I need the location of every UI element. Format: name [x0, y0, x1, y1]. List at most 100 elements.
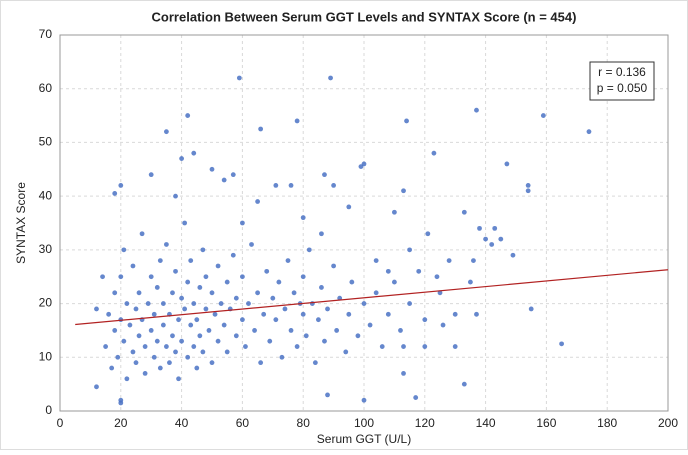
- x-tick-label: 20: [114, 416, 128, 430]
- point: [200, 349, 206, 355]
- point: [255, 199, 260, 204]
- point: [431, 150, 437, 156]
- annotation: r = 0.136: [598, 65, 646, 79]
- point: [188, 258, 194, 263]
- point: [331, 183, 336, 188]
- point: [489, 242, 495, 247]
- point: [416, 268, 422, 274]
- point: [434, 274, 440, 280]
- point: [401, 188, 406, 194]
- point: [331, 263, 336, 269]
- point: [282, 306, 288, 312]
- point: [525, 183, 531, 188]
- point: [121, 247, 127, 253]
- point: [164, 129, 169, 135]
- point: [468, 279, 473, 285]
- x-axis-label: Serum GGT (U/L): [317, 432, 411, 446]
- point: [230, 252, 236, 258]
- point: [173, 193, 178, 199]
- point: [197, 285, 203, 290]
- point: [188, 322, 194, 328]
- point: [346, 204, 352, 210]
- x-tick-label: 80: [297, 416, 311, 430]
- point: [385, 311, 391, 317]
- point: [492, 225, 498, 231]
- point: [200, 247, 206, 253]
- point: [157, 258, 163, 263]
- point: [276, 279, 282, 285]
- point: [306, 247, 312, 253]
- point: [209, 290, 215, 296]
- x-tick-label: 0: [57, 416, 64, 430]
- point: [191, 344, 197, 349]
- point: [179, 156, 185, 161]
- point: [148, 172, 154, 178]
- point: [385, 268, 391, 274]
- point: [160, 322, 166, 328]
- point: [236, 75, 242, 81]
- point: [452, 344, 458, 349]
- point: [127, 322, 133, 328]
- point: [361, 301, 367, 306]
- point: [145, 301, 151, 306]
- y-tick-label: 20: [39, 296, 53, 310]
- point: [474, 107, 479, 113]
- point: [404, 118, 409, 124]
- point: [218, 301, 224, 306]
- point: [249, 242, 254, 247]
- point: [115, 354, 121, 360]
- point: [325, 306, 330, 312]
- point: [346, 311, 352, 317]
- point: [559, 341, 564, 347]
- point: [401, 344, 406, 349]
- point: [103, 344, 108, 349]
- point: [261, 311, 267, 317]
- point: [176, 376, 181, 382]
- point: [133, 360, 139, 366]
- point: [422, 344, 428, 349]
- y-tick-label: 50: [39, 135, 53, 149]
- point: [191, 301, 197, 306]
- y-tick-label: 30: [39, 242, 53, 256]
- point: [185, 279, 191, 285]
- point: [452, 311, 458, 317]
- point: [252, 328, 257, 333]
- point: [221, 177, 227, 183]
- point: [94, 384, 99, 390]
- point: [328, 75, 333, 81]
- point: [461, 381, 467, 387]
- point: [300, 311, 306, 317]
- x-tick-label: 100: [354, 416, 374, 430]
- point: [154, 338, 160, 344]
- point: [264, 268, 270, 274]
- point: [206, 328, 212, 333]
- point: [191, 150, 197, 156]
- point: [151, 311, 157, 317]
- point: [170, 290, 175, 296]
- point: [343, 349, 349, 355]
- point: [246, 301, 251, 306]
- point: [118, 274, 124, 280]
- point: [118, 183, 124, 188]
- point: [471, 258, 476, 263]
- point: [288, 183, 294, 188]
- point: [379, 344, 385, 349]
- trendline: [75, 269, 669, 326]
- point: [440, 322, 446, 328]
- point: [209, 360, 215, 366]
- point: [255, 290, 260, 296]
- point: [151, 354, 157, 360]
- point: [367, 322, 373, 328]
- point: [525, 188, 531, 194]
- y-tick-label: 40: [39, 188, 53, 202]
- point: [322, 338, 327, 344]
- point: [148, 274, 154, 280]
- point: [173, 349, 178, 355]
- y-axis-label: SYNTAX Score: [14, 182, 28, 264]
- point: [303, 333, 309, 339]
- point: [267, 338, 273, 344]
- x-tick-label: 160: [536, 416, 556, 430]
- point: [194, 365, 200, 371]
- point: [164, 242, 169, 247]
